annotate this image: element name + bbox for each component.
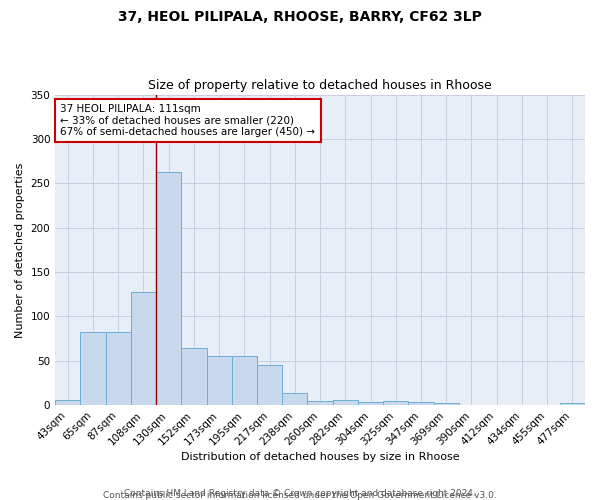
Bar [181,348,206,405]
Bar [332,400,358,405]
Bar [80,332,106,405]
X-axis label: Distribution of detached houses by size in Rhoose: Distribution of detached houses by size … [181,452,460,462]
Bar [232,356,257,405]
Bar [55,400,80,405]
Bar [409,402,434,405]
Bar [257,366,282,405]
Text: 37 HEOL PILIPALA: 111sqm
← 33% of detached houses are smaller (220)
67% of semi-: 37 HEOL PILIPALA: 111sqm ← 33% of detach… [61,104,316,137]
Text: Contains HM Land Registry data © Crown copyright and database right 2024.: Contains HM Land Registry data © Crown c… [124,488,476,498]
Text: 37, HEOL PILIPALA, RHOOSE, BARRY, CF62 3LP: 37, HEOL PILIPALA, RHOOSE, BARRY, CF62 3… [118,10,482,24]
Bar [383,401,409,405]
Bar [206,356,232,405]
Bar [358,402,383,405]
Bar [131,292,156,405]
Y-axis label: Number of detached properties: Number of detached properties [15,162,25,338]
Text: Contains public sector information licensed under the Open Government Licence v3: Contains public sector information licen… [103,491,497,500]
Bar [560,402,585,405]
Bar [106,332,131,405]
Bar [156,172,181,405]
Bar [307,401,332,405]
Bar [282,393,307,405]
Title: Size of property relative to detached houses in Rhoose: Size of property relative to detached ho… [148,79,492,92]
Bar [434,402,459,405]
